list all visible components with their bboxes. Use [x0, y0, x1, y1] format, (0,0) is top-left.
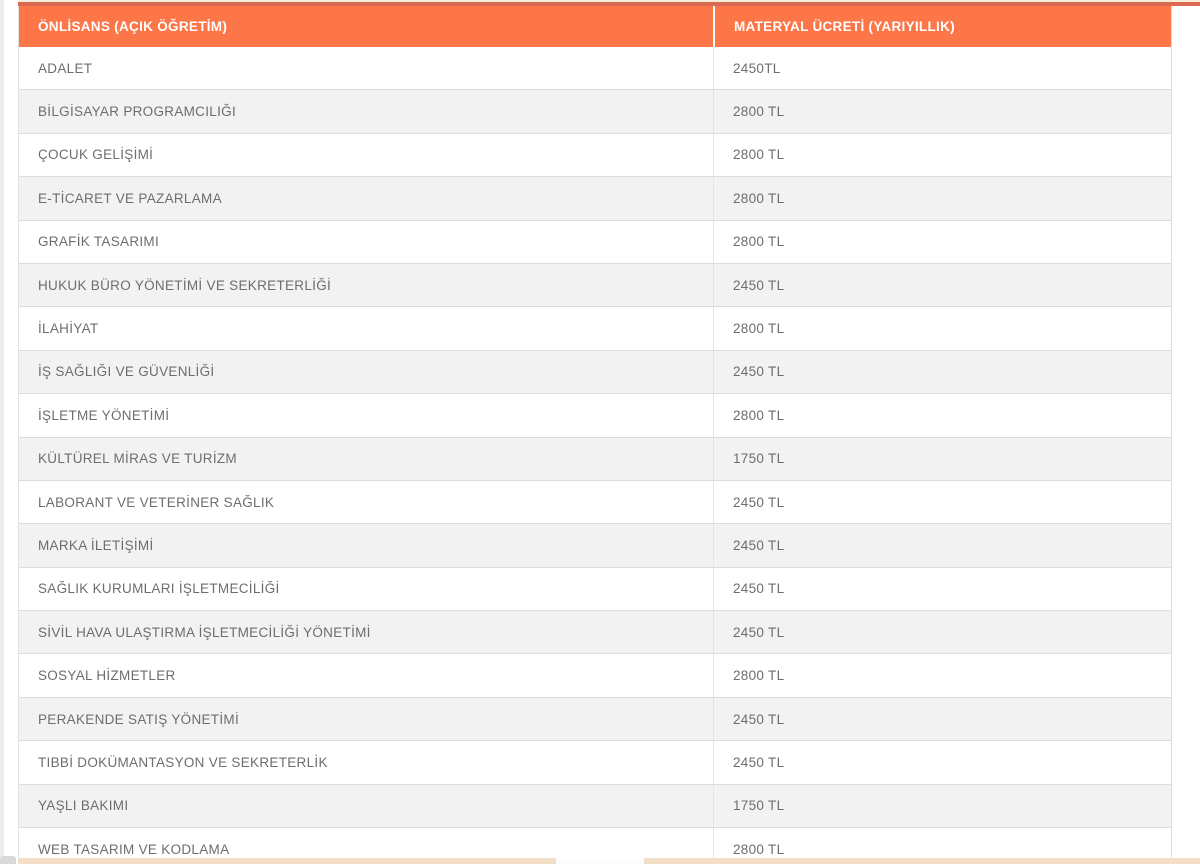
program-name-cell: HUKUK BÜRO YÖNETİMİ VE SEKRETERLİĞİ — [38, 277, 332, 293]
fee-cell: 2800 TL — [713, 307, 1171, 350]
fee-cell: 2800 TL — [713, 654, 1171, 697]
program-name-cell: KÜLTÜREL MİRAS VE TURİZM — [38, 451, 237, 467]
fee-cell: 2450 TL — [713, 741, 1171, 784]
fee-cell: 2800 TL — [713, 133, 1171, 177]
table-row: E-TİCARET VE PAZARLAMA 2800 TL — [19, 177, 1171, 221]
table-row: SOSYAL HİZMETLER 2800 TL — [19, 654, 1171, 698]
fee-cell: 2450 TL — [713, 524, 1171, 567]
program-name-cell: LABORANT VE VETERİNER SAĞLIK — [38, 494, 275, 510]
table-row: YAŞLI BAKIMI 1750 TL — [19, 784, 1171, 829]
column-header-fee: MATERYAL ÜCRETİ (YARIYILLIK) — [713, 6, 1171, 47]
program-name-cell: SİVİL HAVA ULAŞTIRMA İŞLETMECİLİĞİ YÖNET… — [38, 624, 371, 640]
program-name-cell: İŞLETME YÖNETİMİ — [38, 407, 170, 423]
fee-cell: 2800 TL — [713, 177, 1171, 220]
program-name-cell: YAŞLI BAKIMI — [38, 798, 129, 814]
table-row: LABORANT VE VETERİNER SAĞLIK 2450 TL — [19, 480, 1171, 525]
program-name-cell: E-TİCARET VE PAZARLAMA — [38, 190, 222, 206]
fee-table-header: ÖNLİSANS (AÇIK ÖĞRETİM) MATERYAL ÜCRETİ … — [19, 6, 1171, 47]
fee-cell: 2800 TL — [713, 90, 1171, 133]
table-row: İLAHİYAT 2800 TL — [19, 307, 1171, 351]
program-name-cell: İŞ SAĞLIĞI VE GÜVENLİĞİ — [38, 364, 215, 380]
fee-cell: 2450 TL — [713, 697, 1171, 741]
table-row: HUKUK BÜRO YÖNETİMİ VE SEKRETERLİĞİ 2450 … — [19, 263, 1171, 308]
table-row: TIBBİ DOKÜMANTASYON VE SEKRETERLİK 2450 T… — [19, 741, 1171, 785]
table-row: ÇOCUK GELİŞİMİ 2800 TL — [19, 133, 1171, 178]
program-name-cell: WEB TASARIM VE KODLAMA — [38, 841, 230, 857]
program-name-cell: GRAFİK TASARIMI — [38, 234, 160, 250]
top-dark-strip — [18, 2, 1200, 6]
top-cream-strip — [18, 0, 1200, 2]
fee-cell: 2450 TL — [713, 480, 1171, 524]
fee-cell: 1750 TL — [713, 437, 1171, 480]
program-name-cell: SAĞLIK KURUMLARI İŞLETMECİLİĞİ — [38, 581, 280, 597]
table-row: BİLGİSAYAR PROGRAMCILIĞI 2800 TL — [19, 90, 1171, 134]
fee-table: ÖNLİSANS (AÇIK ÖĞRETİM) MATERYAL ÜCRETİ … — [18, 6, 1172, 864]
table-row: KÜLTÜREL MİRAS VE TURİZM 1750 TL — [19, 437, 1171, 481]
fee-cell: 2450 TL — [713, 350, 1171, 394]
program-name-cell: PERAKENDE SATIŞ YÖNETİMİ — [38, 711, 239, 727]
fee-cell: 2450 TL — [713, 567, 1171, 611]
program-name-cell: MARKA İLETİŞİMİ — [38, 537, 154, 553]
fee-cell: 2800 TL — [713, 394, 1171, 437]
program-name-cell: TIBBİ DOKÜMANTASYON VE SEKRETERLİK — [38, 754, 328, 770]
fee-cell: 2800 TL — [713, 220, 1171, 263]
fee-cell: 2450 TL — [713, 611, 1171, 654]
program-name-cell: BİLGİSAYAR PROGRAMCILIĞI — [38, 104, 236, 120]
table-row: GRAFİK TASARIMI 2800 TL — [19, 220, 1171, 264]
table-row: SİVİL HAVA ULAŞTIRMA İŞLETMECİLİĞİ YÖNET… — [19, 611, 1171, 655]
fee-cell: 1750 TL — [713, 784, 1171, 828]
table-row: İŞLETME YÖNETİMİ 2800 TL — [19, 394, 1171, 438]
table-row: SAĞLIK KURUMLARI İŞLETMECİLİĞİ 2450 TL — [19, 567, 1171, 612]
bottom-strip-gap — [556, 858, 644, 864]
program-name-cell: ADALET — [38, 60, 93, 76]
table-row: PERAKENDE SATIŞ YÖNETİMİ 2450 TL — [19, 697, 1171, 742]
left-edge-artifact — [0, 0, 4, 864]
table-row: İŞ SAĞLIĞI VE GÜVENLİĞİ 2450 TL — [19, 350, 1171, 395]
fee-table-body: ADALET 2450TL BİLGİSAYAR PROGRAMCILIĞI 2800… — [19, 47, 1171, 864]
bottom-left-artifact — [0, 856, 16, 864]
fee-cell: 2800 TL — [713, 828, 1171, 864]
program-name-cell: SOSYAL HİZMETLER — [38, 668, 176, 684]
table-row: MARKA İLETİŞİMİ 2450 TL — [19, 524, 1171, 568]
program-name-cell: İLAHİYAT — [38, 321, 99, 337]
fee-cell: 2450 TL — [713, 263, 1171, 307]
program-name-cell: ÇOCUK GELİŞİMİ — [38, 147, 154, 163]
table-row: ADALET 2450TL — [19, 47, 1171, 91]
fee-cell: 2450TL — [713, 47, 1171, 90]
column-header-program: ÖNLİSANS (AÇIK ÖĞRETİM) — [38, 19, 228, 34]
